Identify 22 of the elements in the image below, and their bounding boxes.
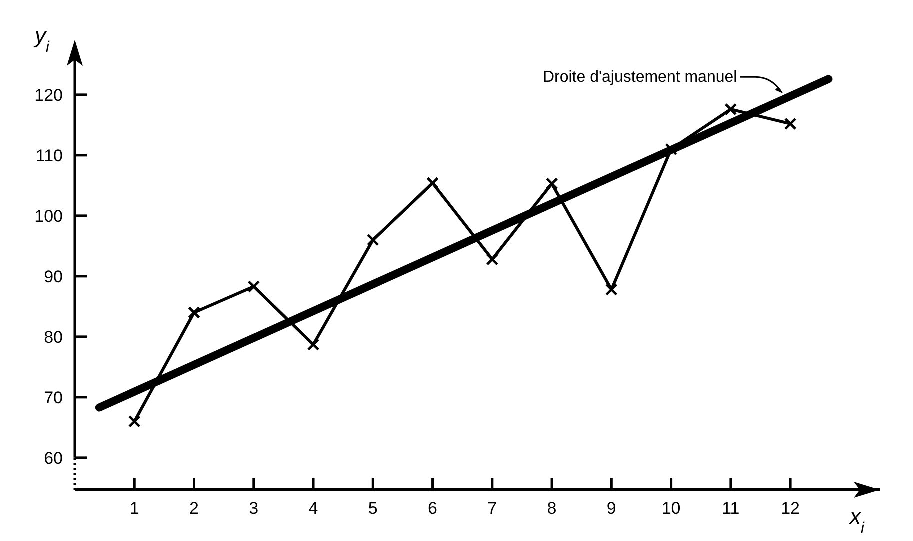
x-tick-label: 11 (722, 499, 740, 518)
x-tick-label: 12 (781, 499, 800, 518)
y-tick-label: 110 (36, 146, 63, 166)
x-tick-label: 5 (368, 499, 378, 518)
y-tick-label: 60 (44, 448, 63, 468)
y-tick-label: 120 (34, 86, 63, 105)
x-tick-label: 1 (130, 499, 140, 518)
y-axis-title: y$_{i}$ (33, 23, 50, 56)
x-tick-label: 3 (249, 499, 259, 518)
x-tick-label: 10 (662, 499, 681, 518)
y-tick-label: 100 (34, 206, 63, 226)
y-tick-label: 70 (44, 388, 63, 408)
y-tick-label: 90 (44, 267, 63, 286)
x-axis-title: x$_{i}$ (849, 504, 865, 536)
annotation: Droite d'ajustement manuel (542, 69, 738, 86)
x-tick-label: 4 (308, 499, 318, 518)
x-tick-label: 9 (606, 499, 616, 518)
x-tick-label: 6 (428, 499, 438, 518)
x-tick-label: 8 (547, 499, 557, 518)
y-tick-label: 80 (44, 328, 63, 347)
x-tick-label: 7 (488, 499, 498, 518)
x-tick-label: 2 (190, 499, 199, 518)
